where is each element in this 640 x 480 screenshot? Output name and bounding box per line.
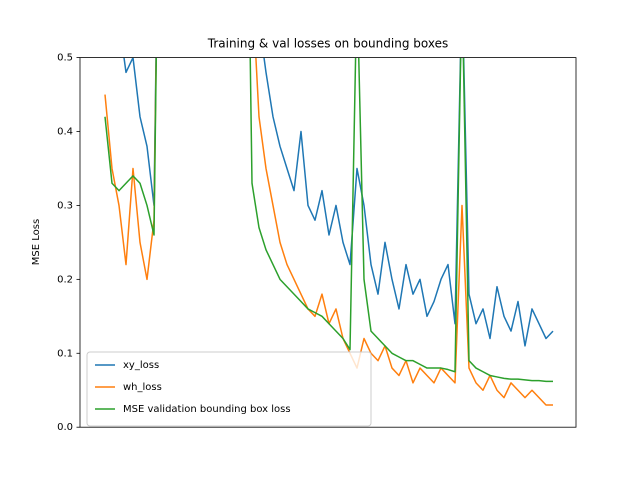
y-tick-label: 0.1: [57, 348, 73, 359]
legend-box: [86, 351, 372, 427]
y-tick-label: 0.4: [57, 127, 73, 138]
plot-area: [104, 57, 554, 406]
y-axis-label: MSE Loss: [31, 219, 42, 265]
legend-label: wh_loss: [123, 382, 162, 393]
legend-label: MSE validation bounding box loss: [123, 404, 291, 415]
series-line: [123, 57, 554, 347]
legend-label: xy_loss: [123, 360, 159, 371]
y-tick-label: 0.0: [57, 422, 73, 433]
series-line: [104, 57, 553, 383]
y-tick-label: 0.3: [57, 200, 73, 211]
axes-frame: [79, 57, 577, 428]
y-tick-label: 0.2: [57, 274, 73, 285]
y-tick-label: 0.5: [57, 53, 73, 64]
chart-title: Training & val losses on bounding boxes: [207, 37, 448, 51]
